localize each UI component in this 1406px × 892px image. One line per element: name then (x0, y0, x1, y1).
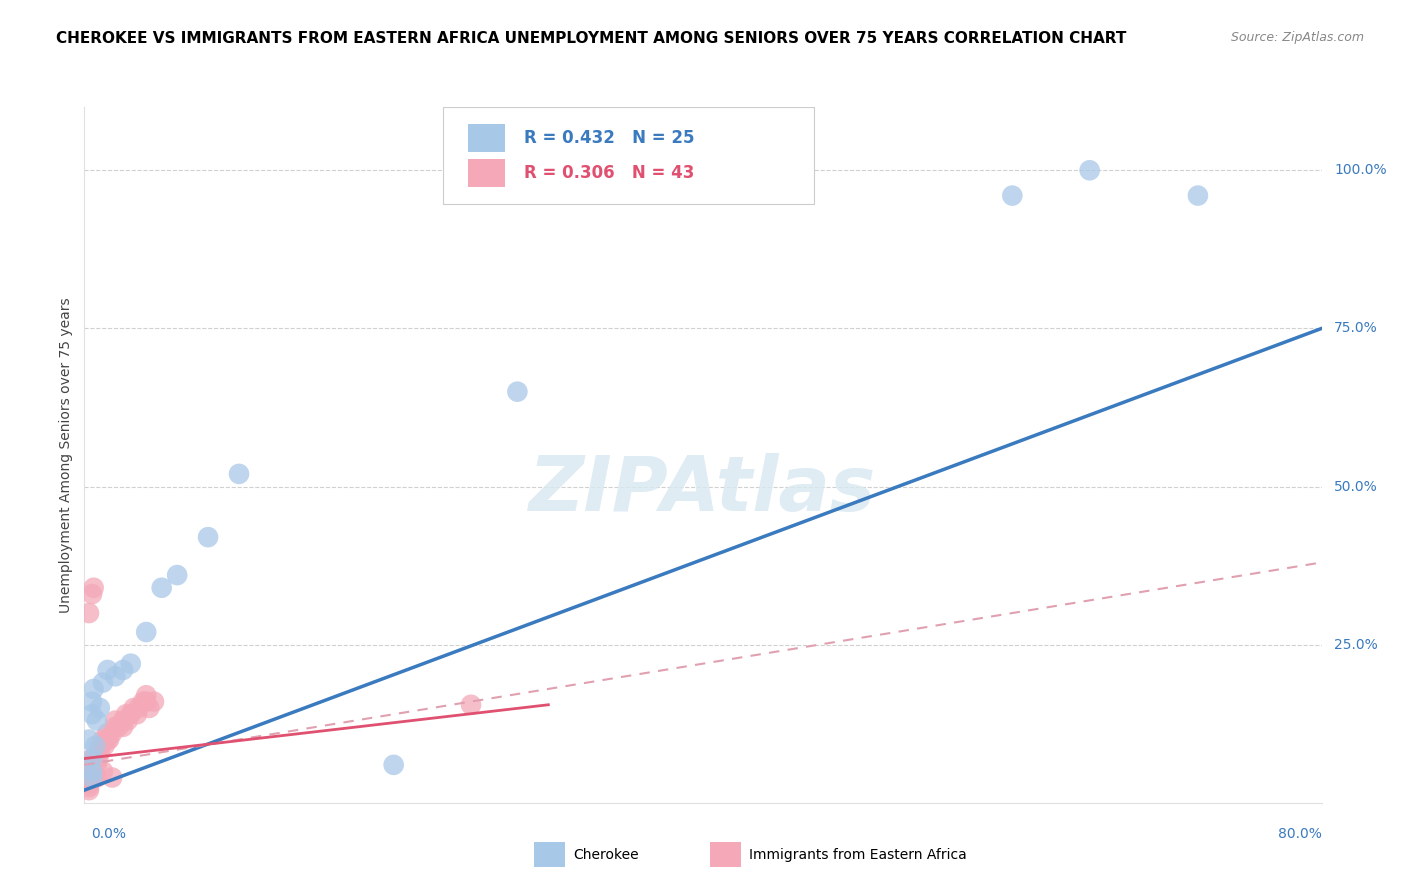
Text: 50.0%: 50.0% (1334, 480, 1378, 493)
Point (91, 732, 114, 747)
Point (112, 720, 135, 734)
Point (107, 720, 129, 734)
Point (86, 757, 108, 772)
Text: R = 0.306   N = 43: R = 0.306 N = 43 (523, 164, 695, 182)
Point (83, 581, 105, 595)
Point (77, 780, 100, 794)
Point (84, 751, 107, 765)
Text: 25.0%: 25.0% (1334, 638, 1378, 652)
Point (143, 695, 166, 709)
Point (82, 707, 104, 722)
Text: Cherokee: Cherokee (574, 847, 640, 862)
Point (115, 707, 138, 722)
Point (382, 757, 405, 772)
Point (82, 695, 104, 709)
Point (77, 732, 100, 747)
Point (101, 771, 124, 785)
Point (125, 707, 148, 722)
Point (86, 714, 108, 728)
Text: ZIPAtlas: ZIPAtlas (529, 453, 877, 526)
Point (96, 663, 118, 677)
Text: 100.0%: 100.0% (1334, 163, 1386, 178)
Point (197, 530, 219, 544)
Y-axis label: Unemployment Among Seniors over 75 years: Unemployment Among Seniors over 75 years (59, 297, 73, 613)
Point (93, 739, 115, 753)
Point (228, 467, 250, 481)
Text: Immigrants from Eastern Africa: Immigrants from Eastern Africa (749, 847, 967, 862)
Bar (468, 124, 505, 153)
Text: R = 0.432   N = 25: R = 0.432 N = 25 (523, 129, 695, 147)
Point (83, 771, 105, 785)
Point (460, 698, 482, 712)
Point (135, 695, 157, 709)
Text: 0.0%: 0.0% (91, 827, 127, 841)
Point (89, 739, 111, 753)
Text: 75.0%: 75.0% (1334, 321, 1378, 335)
Point (112, 663, 135, 677)
Point (150, 581, 173, 595)
Point (91, 675, 114, 690)
Point (77, 777, 100, 791)
Point (82, 751, 104, 765)
Point (120, 707, 142, 722)
Point (135, 625, 157, 640)
Point (77, 783, 100, 797)
Point (120, 657, 142, 671)
Point (84, 739, 107, 753)
Point (82, 757, 104, 772)
Point (96, 732, 118, 747)
Point (101, 726, 124, 740)
Point (1187, 188, 1209, 202)
Point (127, 701, 149, 715)
Point (104, 714, 127, 728)
Point (87, 751, 110, 765)
Point (83, 757, 105, 772)
Point (77, 771, 100, 785)
Text: CHEROKEE VS IMMIGRANTS FROM EASTERN AFRICA UNEMPLOYMENT AMONG SENIORS OVER 75 YE: CHEROKEE VS IMMIGRANTS FROM EASTERN AFRI… (56, 31, 1126, 46)
Point (79, 764, 101, 779)
Point (89, 745, 111, 759)
Bar (468, 159, 505, 187)
Point (91, 764, 114, 779)
FancyBboxPatch shape (443, 107, 814, 204)
Point (506, 384, 529, 399)
Point (1001, 188, 1024, 202)
Text: Source: ZipAtlas.com: Source: ZipAtlas.com (1230, 31, 1364, 45)
Point (82, 751, 104, 765)
Text: 80.0%: 80.0% (1278, 827, 1322, 841)
Point (104, 720, 127, 734)
Point (117, 714, 139, 728)
Point (1078, 163, 1101, 178)
Point (77, 606, 100, 620)
Point (98, 732, 121, 747)
Point (89, 701, 111, 715)
Point (96, 726, 118, 740)
Point (112, 714, 135, 728)
Point (83, 681, 105, 696)
Point (132, 695, 155, 709)
Point (166, 568, 188, 582)
Point (122, 701, 145, 715)
Point (82, 771, 104, 785)
Point (86, 771, 108, 785)
Point (135, 688, 157, 702)
Point (82, 764, 104, 779)
Point (138, 701, 160, 715)
Point (104, 669, 127, 683)
Point (82, 587, 104, 601)
